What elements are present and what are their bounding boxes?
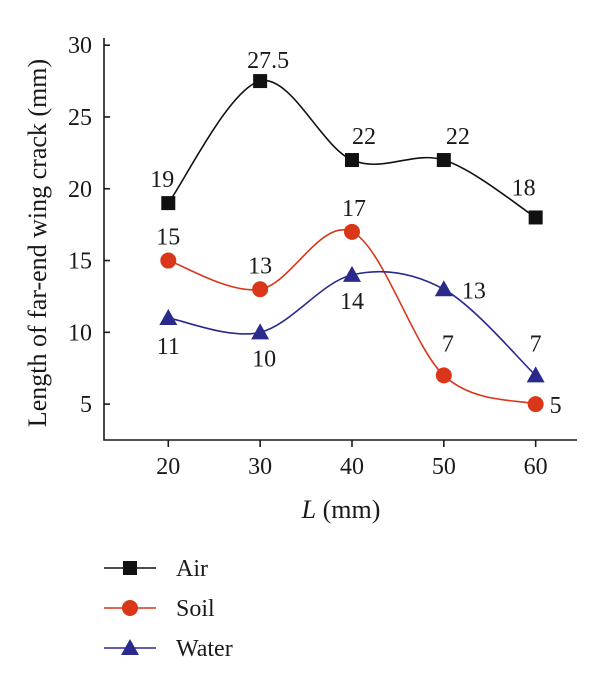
data-point-soil [435,367,452,384]
legend-marker [121,639,139,655]
data-label-air: 19 [150,167,174,193]
x-tick-label: 40 [340,454,364,480]
x-tick-label: 50 [432,454,456,480]
data-point-water [251,323,270,340]
data-label-water: 11 [157,334,180,360]
legend-marker [123,561,137,575]
x-tick-label: 20 [156,454,180,480]
legend-label: Water [176,636,233,662]
series-layer: 19 27.5 22 22 18 15 13 17 7 5 11 10 14 13 7 [150,48,561,419]
x-axis-title-unit: (mm) [316,495,380,524]
data-label-soil: 13 [248,253,272,279]
x-axis-ticks: 20 30 40 50 60 [156,440,548,480]
series-line-soil [168,229,536,405]
legend-item-air: Air [104,556,208,582]
series-air: 19 27.5 22 22 18 [150,48,543,225]
data-label-water: 10 [252,346,276,372]
x-tick-label: 60 [524,454,548,480]
y-tick-label: 25 [68,105,92,131]
y-tick-label: 20 [68,177,92,203]
data-label-soil: 7 [442,331,454,357]
data-label-soil: 17 [342,196,366,222]
chart-axes [103,38,577,441]
legend-label: Air [176,556,208,582]
data-label-water: 13 [462,278,486,304]
data-label-soil: 15 [156,225,180,251]
legend-marker [122,600,138,616]
data-point-water [342,265,361,282]
y-axis-ticks: 5 10 15 20 25 30 [68,33,110,418]
x-axis-title-symbol: L [301,495,316,524]
data-label-air: 22 [352,124,376,150]
data-point-air [528,210,543,225]
data-label-air: 22 [446,124,470,150]
legend-item-water: Water [104,636,233,662]
x-axis-title: L (mm) [301,495,381,524]
legend-label: Soil [176,596,215,622]
y-axis-title: Length of far-end wing crack (mm) [23,59,52,427]
data-point-water [434,280,453,297]
legend: Air Soil Water [104,556,233,662]
data-point-air [344,153,359,168]
plot-frame-axes [103,38,577,441]
data-point-soil [252,281,269,298]
data-label-water: 7 [530,331,542,357]
y-tick-label: 30 [68,33,92,59]
data-point-soil [527,396,544,413]
y-tick-label: 5 [80,392,92,418]
series-water: 11 10 14 13 7 [157,265,545,383]
x-tick-label: 30 [248,454,272,480]
y-tick-label: 15 [68,249,92,275]
data-label-air: 27.5 [247,48,289,74]
data-point-soil [343,223,360,240]
data-point-soil [160,252,177,269]
data-point-air [253,74,268,89]
data-label-air: 18 [512,175,536,201]
data-point-water [159,308,178,325]
legend-item-soil: Soil [104,596,215,622]
y-tick-label: 10 [68,320,92,346]
series-soil: 15 13 17 7 5 [156,196,561,419]
data-point-air [436,153,451,168]
data-point-water [526,366,545,383]
data-label-soil: 5 [550,393,562,419]
data-label-water: 14 [340,289,364,315]
data-point-air [161,196,176,211]
